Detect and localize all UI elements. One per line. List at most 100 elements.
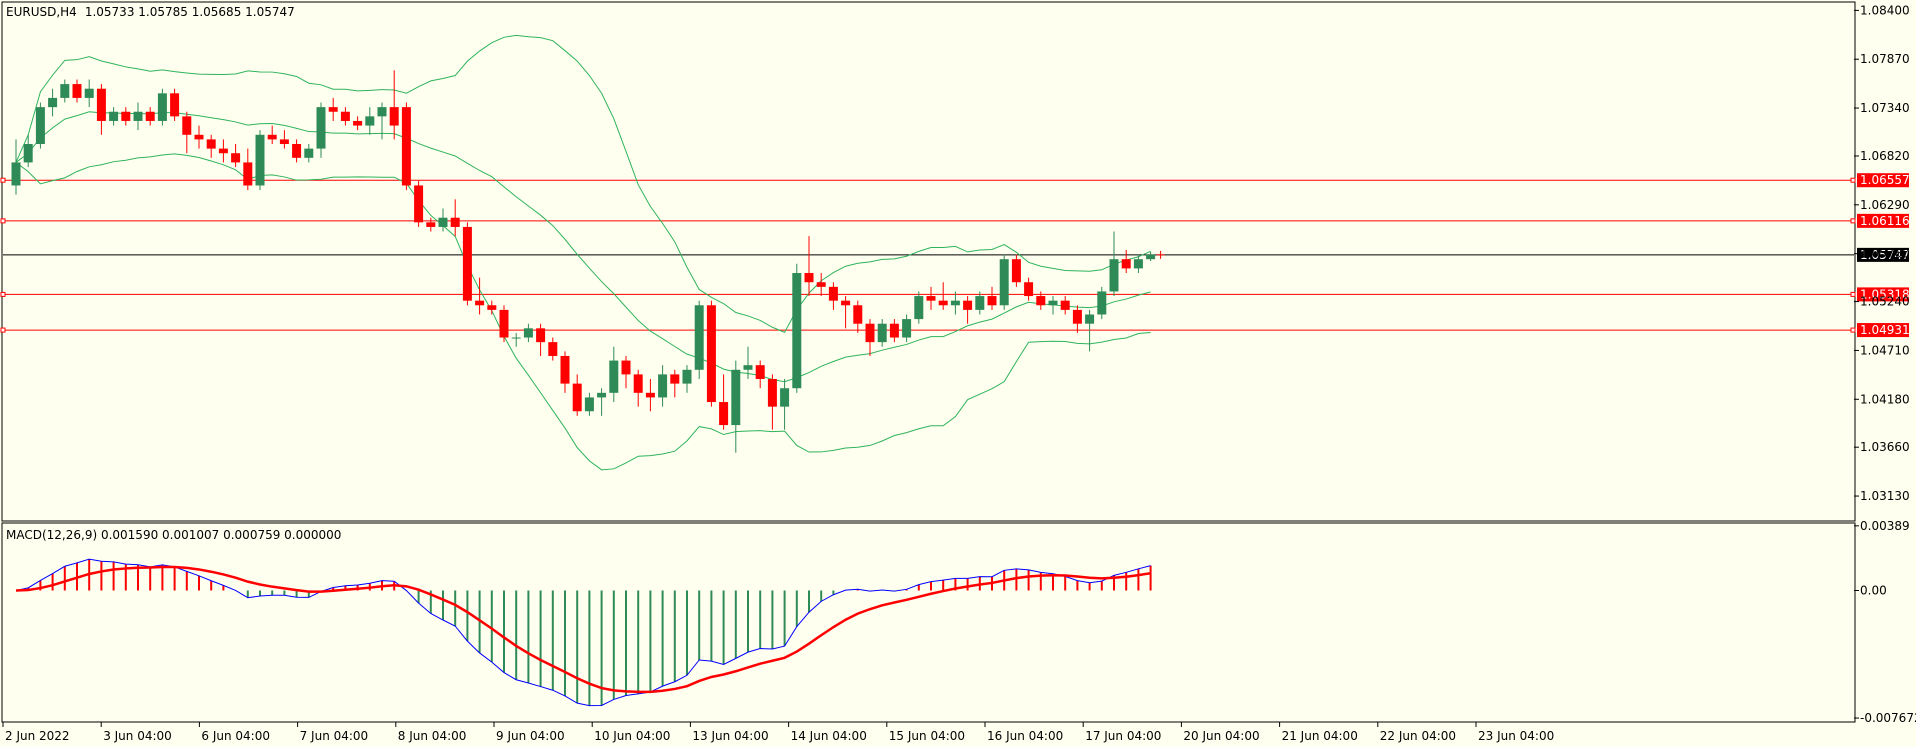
bollinger-middle-line	[15, 111, 1151, 383]
candle-body	[731, 369, 741, 426]
candle-body	[694, 305, 704, 370]
level-handle-right[interactable]	[1850, 327, 1856, 333]
candle-body	[1085, 314, 1095, 324]
level-handle-left[interactable]	[0, 291, 6, 297]
time-tick-label: 10 Jun 04:00	[594, 729, 670, 743]
level-handle-right[interactable]	[1850, 218, 1856, 224]
level-handle-left[interactable]	[0, 177, 6, 183]
macd-axis: 0.00389 0.00 -0.007672	[1854, 519, 1916, 725]
level-price-tag	[1857, 173, 1909, 188]
time-axis: 2 Jun 2022 3 Jun 04:00 6 Jun 04:00 7 Jun 04…	[2, 722, 1554, 743]
level-price-label: 1.04931	[1860, 323, 1910, 337]
time-tick-label: 14 Jun 04:00	[791, 729, 867, 743]
candle-body	[231, 153, 241, 163]
time-tick-label: 13 Jun 04:00	[692, 729, 768, 743]
candle-body	[743, 365, 753, 370]
price-tick-label: 1.03660	[1860, 440, 1910, 454]
candle-body	[328, 107, 338, 112]
level-handle-right[interactable]	[1850, 291, 1856, 297]
candle-body	[157, 93, 167, 121]
time-tick-label: 17 Jun 04:00	[1085, 729, 1161, 743]
level-handle-right[interactable]	[1850, 177, 1856, 183]
candle-body	[1133, 259, 1143, 269]
macd-pane-frame	[1, 522, 1856, 723]
candle-body	[255, 134, 265, 186]
candle-body	[340, 111, 350, 121]
candle-body	[1060, 300, 1070, 310]
candle-body	[414, 185, 424, 223]
candle-body	[548, 342, 558, 356]
time-tick-label: 6 Jun 04:00	[201, 729, 270, 743]
time-tick-label: 22 Jun 04:00	[1380, 729, 1456, 743]
candle-body	[645, 392, 655, 398]
candle-body	[121, 111, 131, 121]
candle-body	[1011, 259, 1021, 283]
price-tick-label: 1.03130	[1860, 489, 1910, 503]
candle-body	[999, 259, 1009, 306]
horizontal-levels[interactable]: 1.06557 1.06116 1.05318 1.04931 1.05747	[0, 173, 1910, 338]
candlesticks	[11, 70, 1156, 453]
bollinger-upper-line	[15, 34, 1151, 333]
candle-body	[426, 222, 436, 227]
candle-body	[401, 107, 411, 186]
candle-body	[1097, 291, 1107, 315]
candle-body	[938, 300, 948, 306]
candle-body	[780, 388, 790, 407]
candle-body	[853, 305, 863, 324]
candle-body	[133, 111, 143, 121]
candle-body	[633, 374, 643, 393]
candle-body	[304, 148, 314, 158]
candle-body	[865, 323, 875, 343]
time-tick-label: 16 Jun 04:00	[987, 729, 1063, 743]
time-tick-label: 20 Jun 04:00	[1183, 729, 1259, 743]
macd-indicator	[15, 558, 1152, 707]
candle-body	[145, 111, 155, 121]
candle-body	[914, 296, 924, 320]
candle-body	[377, 107, 387, 117]
candle-body	[706, 305, 716, 403]
level-price-label: 1.06116	[1860, 214, 1910, 228]
candle-body	[1121, 259, 1131, 269]
candle-body	[658, 374, 668, 398]
candle-body	[194, 134, 204, 140]
price-tick-label: 1.05760	[1860, 247, 1910, 261]
candle-body	[462, 226, 472, 301]
time-tick-label: 9 Jun 04:00	[496, 729, 565, 743]
candle-body	[475, 300, 485, 306]
candle-body	[23, 144, 33, 163]
level-price-tag	[1857, 213, 1909, 228]
level-price-tag	[1857, 323, 1909, 338]
candle-body	[902, 319, 912, 338]
level-handle-left[interactable]	[0, 327, 6, 333]
candle-body	[316, 107, 326, 149]
macd-tick-label: -0.007672	[1860, 711, 1916, 725]
candle-body	[499, 309, 509, 338]
candle-body	[963, 300, 973, 310]
price-tick-label: 1.05240	[1860, 295, 1910, 309]
candle-body	[975, 296, 985, 310]
time-tick-label: 2 Jun 2022	[5, 729, 70, 743]
candle-body	[841, 300, 851, 306]
time-tick-label: 15 Jun 04:00	[889, 729, 965, 743]
candle-body	[670, 374, 680, 384]
candle-body	[523, 328, 533, 338]
candle-body	[719, 402, 729, 426]
candle-body	[72, 84, 82, 98]
level-handle-left[interactable]	[0, 218, 6, 224]
bollinger-lower-line	[15, 153, 1151, 471]
candle-body	[889, 323, 899, 338]
candle-body	[609, 360, 619, 393]
candle-body	[353, 120, 363, 126]
candle-body	[450, 217, 460, 227]
candle-body	[292, 144, 302, 158]
level-price-label: 1.06557	[1860, 173, 1910, 187]
price-tick-label: 1.04180	[1860, 392, 1910, 406]
current-price-tag	[1857, 247, 1909, 262]
time-tick-label: 23 Jun 04:00	[1478, 729, 1554, 743]
candle-body	[279, 139, 289, 144]
candle-body	[35, 107, 45, 144]
candle-body	[816, 282, 826, 287]
price-tick-label: 1.07870	[1860, 52, 1910, 66]
